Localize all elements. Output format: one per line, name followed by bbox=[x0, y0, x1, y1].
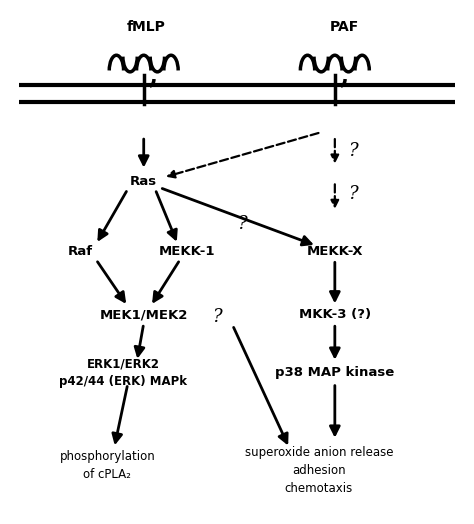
Text: ?: ? bbox=[237, 215, 246, 233]
Text: ERK1/ERK2
p42/44 (ERK) MAPk: ERK1/ERK2 p42/44 (ERK) MAPk bbox=[59, 357, 187, 388]
Text: superoxide anion release
adhesion
chemotaxis: superoxide anion release adhesion chemot… bbox=[245, 446, 393, 495]
Text: PAF: PAF bbox=[329, 19, 358, 34]
Text: ?: ? bbox=[348, 185, 358, 203]
Text: MEK1/MEK2: MEK1/MEK2 bbox=[100, 308, 188, 321]
Text: Raf: Raf bbox=[67, 245, 92, 258]
Text: MEKK-1: MEKK-1 bbox=[159, 245, 215, 258]
Text: p38 MAP kinase: p38 MAP kinase bbox=[275, 366, 394, 379]
Text: MEKK-X: MEKK-X bbox=[307, 245, 363, 258]
Text: fMLP: fMLP bbox=[127, 19, 165, 34]
Text: MKK-3 (?): MKK-3 (?) bbox=[299, 308, 371, 321]
Text: Ras: Ras bbox=[130, 175, 157, 188]
Text: ?: ? bbox=[348, 143, 358, 160]
Text: phosphorylation
of cPLA₂: phosphorylation of cPLA₂ bbox=[59, 450, 155, 481]
Text: ?: ? bbox=[212, 308, 221, 326]
